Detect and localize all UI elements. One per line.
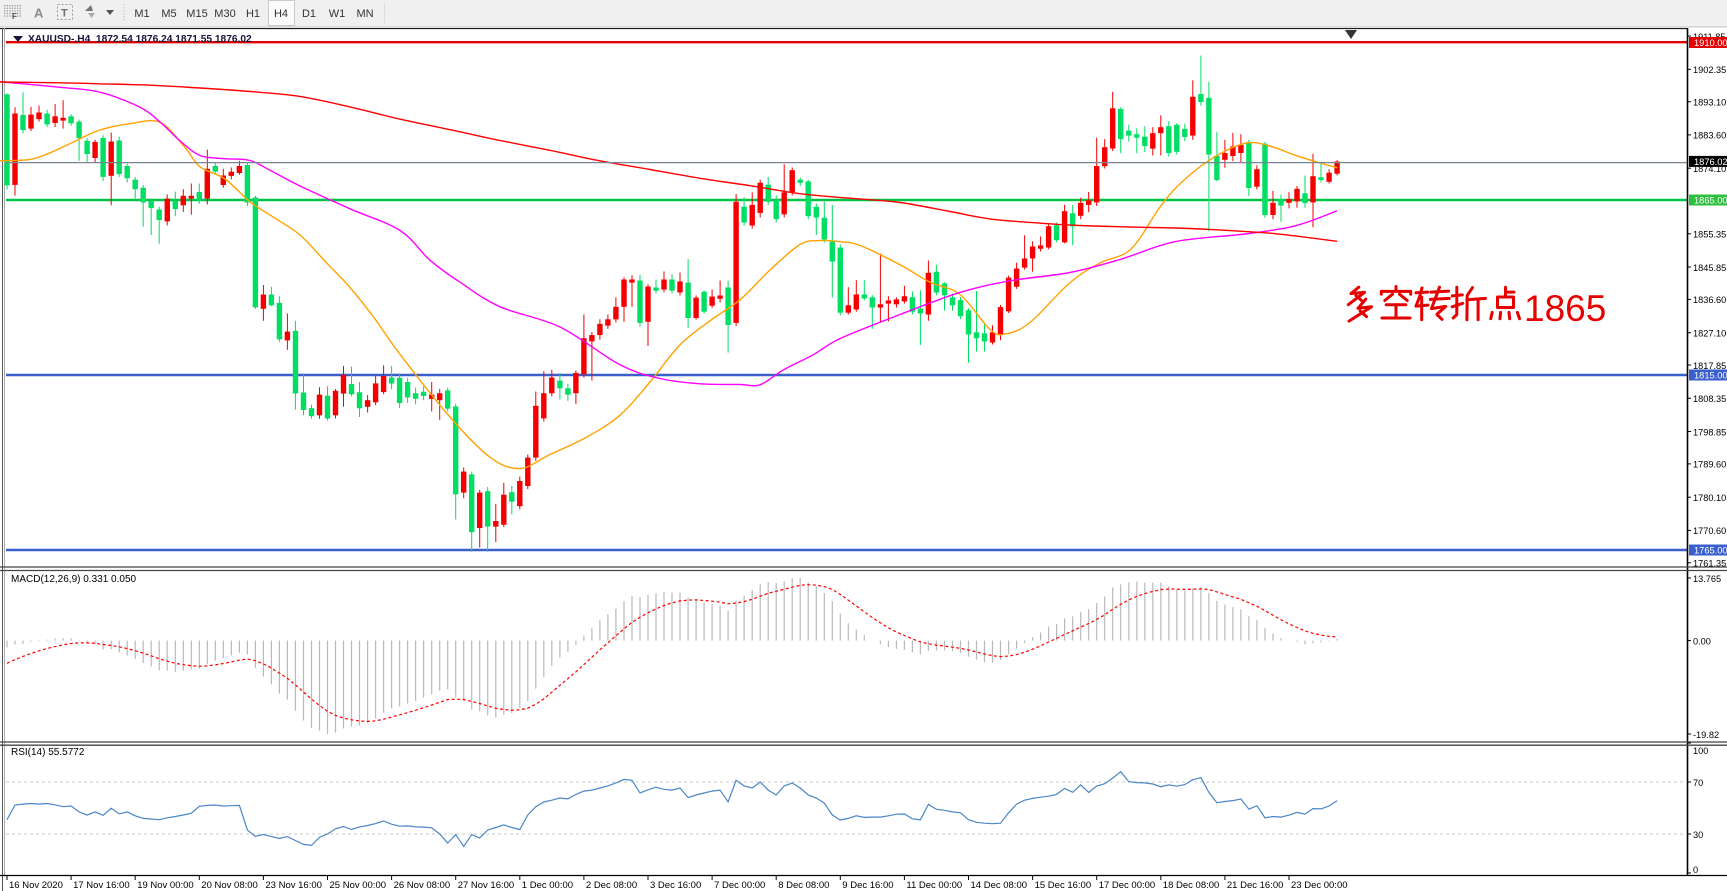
svg-text:1815.00: 1815.00 — [1694, 370, 1727, 380]
svg-text:1893.10: 1893.10 — [1693, 98, 1726, 108]
svg-text:23 Dec 00:00: 23 Dec 00:00 — [1291, 880, 1348, 891]
svg-text:27 Nov 16:00: 27 Nov 16:00 — [458, 880, 515, 891]
svg-text:8 Dec 08:00: 8 Dec 08:00 — [778, 880, 829, 891]
svg-text:23 Nov 16:00: 23 Nov 16:00 — [265, 880, 322, 891]
svg-text:30: 30 — [1693, 830, 1703, 840]
svg-text:13.765: 13.765 — [1693, 574, 1721, 584]
svg-text:H1: H1 — [246, 8, 260, 20]
svg-text:H4: H4 — [274, 8, 288, 20]
svg-text:T: T — [61, 8, 68, 20]
svg-text:1827.10: 1827.10 — [1693, 329, 1726, 339]
svg-text:D1: D1 — [302, 8, 316, 20]
svg-text:19 Nov 00:00: 19 Nov 00:00 — [137, 880, 194, 891]
svg-text:20 Nov 08:00: 20 Nov 08:00 — [201, 880, 258, 891]
svg-text:1910.00: 1910.00 — [1694, 38, 1727, 48]
svg-text:100: 100 — [1693, 746, 1708, 756]
svg-text:1836.60: 1836.60 — [1693, 295, 1726, 305]
svg-text:W1: W1 — [329, 8, 346, 20]
svg-text:M15: M15 — [186, 8, 207, 20]
svg-text:21 Dec 16:00: 21 Dec 16:00 — [1227, 880, 1284, 891]
svg-text:MN: MN — [356, 8, 373, 20]
svg-text:1817.85: 1817.85 — [1693, 361, 1726, 371]
svg-text:1798.85: 1798.85 — [1693, 427, 1726, 437]
svg-text:26 Nov 08:00: 26 Nov 08:00 — [394, 880, 451, 891]
svg-text:1874.10: 1874.10 — [1693, 164, 1726, 174]
svg-text:0.00: 0.00 — [1693, 636, 1711, 646]
svg-text:1770.60: 1770.60 — [1693, 526, 1726, 536]
svg-text:1865.00: 1865.00 — [1694, 195, 1727, 205]
svg-text:1865: 1865 — [1524, 288, 1606, 329]
svg-text:1902.35: 1902.35 — [1693, 65, 1726, 75]
svg-text:14 Dec 08:00: 14 Dec 08:00 — [971, 880, 1028, 891]
svg-text:15 Dec 16:00: 15 Dec 16:00 — [1035, 880, 1092, 891]
svg-text:16 Nov 2020: 16 Nov 2020 — [9, 880, 63, 891]
svg-text:F: F — [12, 12, 17, 21]
svg-text:1 Dec 00:00: 1 Dec 00:00 — [522, 880, 573, 891]
svg-text:70: 70 — [1693, 778, 1703, 788]
svg-text:11 Dec 00:00: 11 Dec 00:00 — [906, 880, 962, 891]
svg-text:1911.85: 1911.85 — [1693, 32, 1726, 42]
svg-text:0: 0 — [1693, 865, 1698, 875]
svg-text:1780.10: 1780.10 — [1693, 493, 1726, 503]
svg-text:M5: M5 — [161, 8, 176, 20]
svg-text:7 Dec 00:00: 7 Dec 00:00 — [714, 880, 765, 891]
svg-text:3 Dec 16:00: 3 Dec 16:00 — [650, 880, 701, 891]
svg-text:M30: M30 — [214, 8, 235, 20]
svg-text:1761.35: 1761.35 — [1693, 559, 1726, 569]
svg-text:1808.35: 1808.35 — [1693, 394, 1726, 404]
svg-text:XAUUSD-,H4 1872.54 1876.24 18: XAUUSD-,H4 1872.54 1876.24 1871.55 1876.… — [28, 34, 252, 45]
svg-text:1845.85: 1845.85 — [1693, 263, 1726, 273]
svg-text:17 Nov 16:00: 17 Nov 16:00 — [73, 880, 130, 891]
svg-text:1883.60: 1883.60 — [1693, 131, 1726, 141]
svg-text:1765.00: 1765.00 — [1694, 545, 1727, 555]
svg-text:17 Dec 00:00: 17 Dec 00:00 — [1099, 880, 1156, 891]
svg-text:9 Dec 16:00: 9 Dec 16:00 — [842, 880, 893, 891]
svg-text:1876.02: 1876.02 — [1694, 157, 1727, 167]
svg-text:MACD(12,26,9) 0.331 0.050: MACD(12,26,9) 0.331 0.050 — [11, 574, 137, 585]
svg-text:1789.60: 1789.60 — [1693, 460, 1726, 470]
svg-text:A: A — [34, 6, 44, 21]
svg-text:RSI(14) 55.5772: RSI(14) 55.5772 — [11, 747, 85, 758]
svg-text:2 Dec 08:00: 2 Dec 08:00 — [586, 880, 637, 891]
svg-text:1855.35: 1855.35 — [1693, 230, 1726, 240]
svg-text:25 Nov 00:00: 25 Nov 00:00 — [330, 880, 387, 891]
svg-text:-19.82: -19.82 — [1693, 730, 1719, 740]
svg-text:M1: M1 — [134, 8, 149, 20]
svg-text:18 Dec 08:00: 18 Dec 08:00 — [1163, 880, 1220, 891]
